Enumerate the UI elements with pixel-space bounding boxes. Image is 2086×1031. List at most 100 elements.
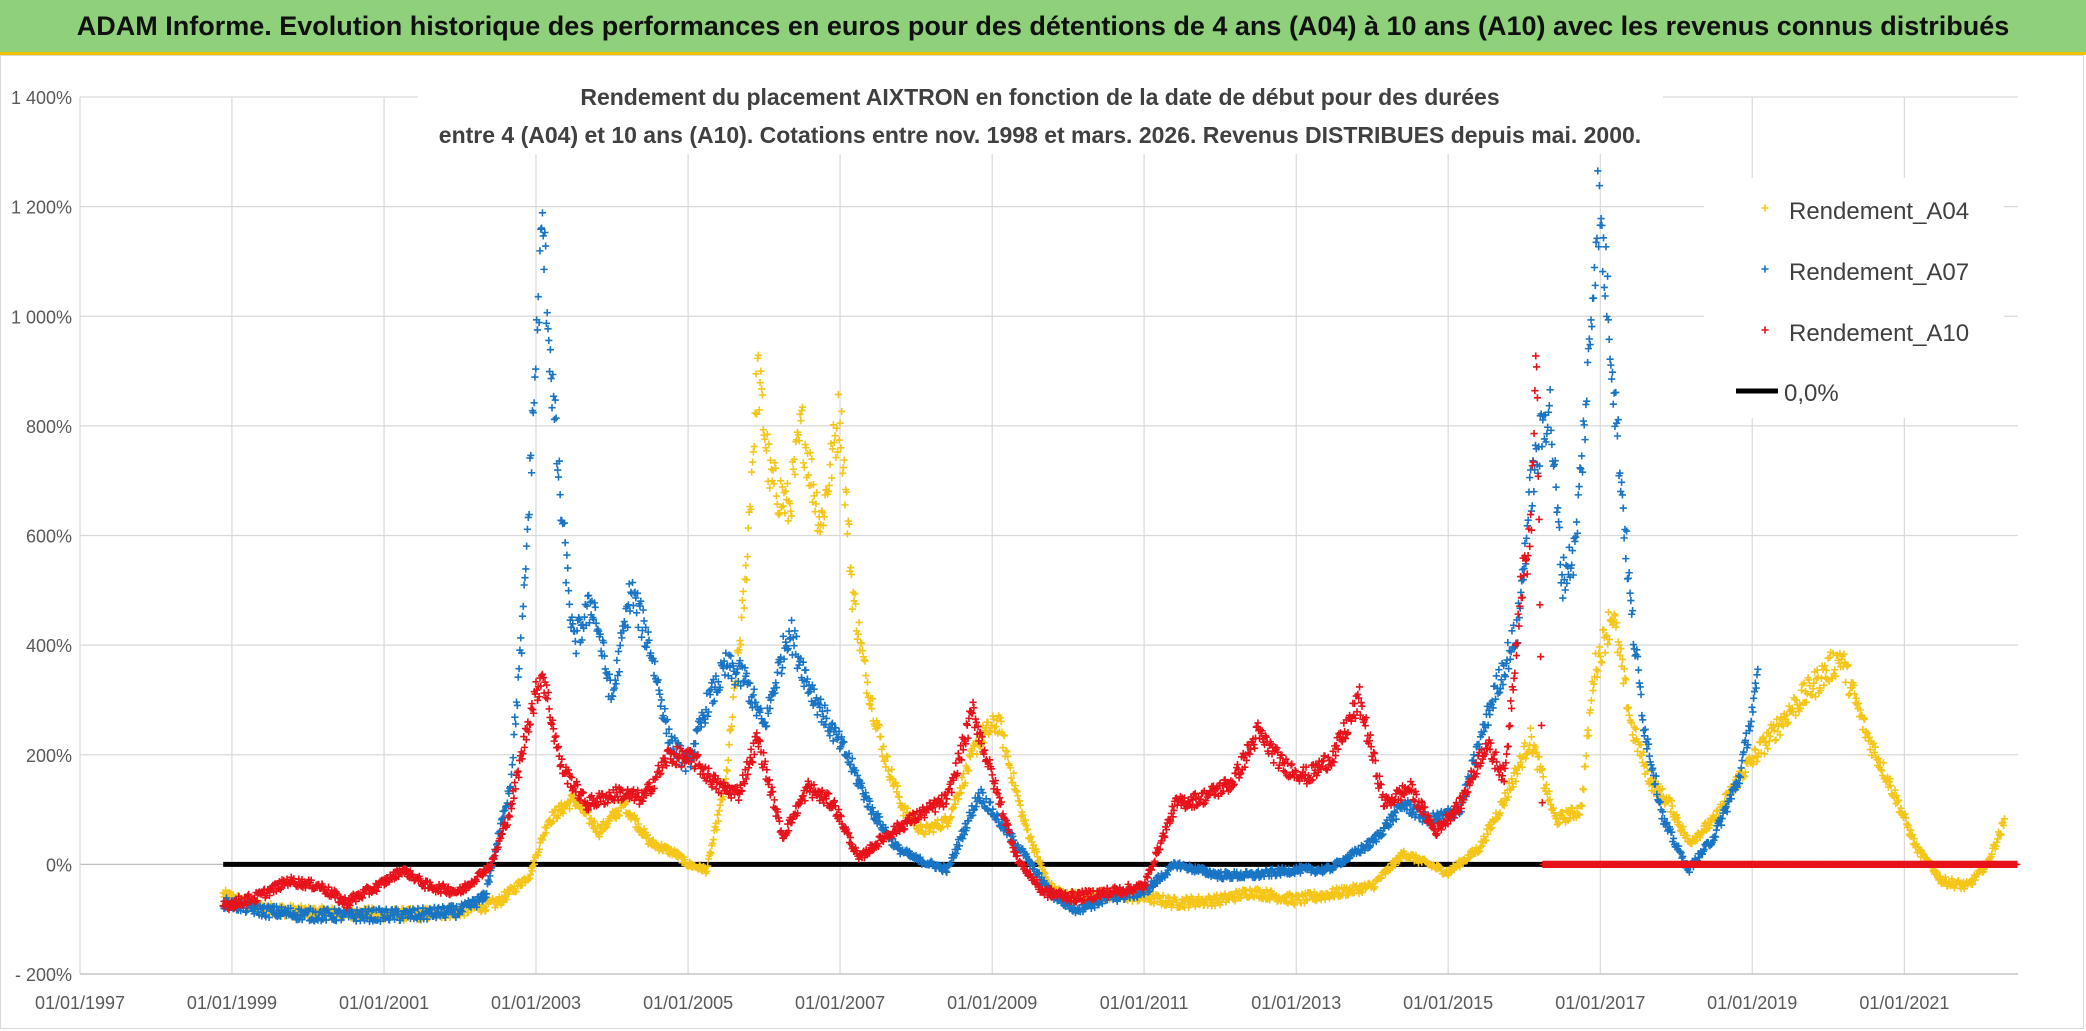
data-point: [1597, 214, 1605, 223]
data-point: [530, 860, 539, 868]
data-point: [833, 424, 841, 432]
data-point: [1574, 491, 1582, 499]
data-point: [543, 309, 551, 317]
data-point: [840, 456, 848, 464]
data-point: [783, 479, 791, 488]
data-point: [838, 407, 846, 416]
data-point: [801, 440, 809, 449]
data-point: [729, 693, 737, 701]
data-point: [1617, 487, 1625, 496]
data-point: [828, 445, 837, 453]
data-point: [868, 695, 877, 703]
data-point: [605, 817, 613, 825]
data-point: [724, 756, 732, 764]
data-point: [523, 542, 531, 550]
data-point: [1495, 666, 1503, 674]
data-point: [1004, 752, 1012, 761]
data-point: [847, 570, 856, 579]
data-point: [874, 720, 882, 728]
data-point: [322, 916, 330, 924]
data-point: [813, 711, 821, 719]
data-point: [1019, 811, 1027, 819]
data-point: [614, 807, 623, 815]
data-point: [1549, 462, 1558, 470]
data-point: [802, 666, 810, 674]
data-point: [1617, 645, 1625, 653]
data-point: [506, 813, 514, 821]
data-point: [1601, 649, 1609, 657]
data-point: [789, 465, 797, 473]
data-point: [565, 805, 574, 813]
data-point: [1628, 607, 1637, 615]
data-point: [1587, 316, 1595, 324]
data-point: [1266, 896, 1274, 904]
data-point: [752, 698, 760, 706]
data-point: [512, 887, 520, 895]
data-point: [984, 718, 992, 726]
data-point: [1595, 643, 1604, 651]
data-point: [1754, 665, 1762, 673]
data-point: [512, 720, 520, 728]
data-point: [715, 807, 723, 815]
data-point: [819, 521, 827, 530]
data-point: [1302, 895, 1310, 904]
data-point: [743, 553, 752, 561]
data-point: [748, 468, 756, 476]
data-point: [1310, 888, 1319, 896]
data-point: [1016, 801, 1024, 809]
data-point: [879, 742, 887, 751]
data-point: [1608, 368, 1617, 376]
y-tick-label: 600%: [26, 527, 72, 547]
data-point: [735, 796, 743, 804]
data-point: [1553, 508, 1561, 516]
data-point: [1626, 589, 1634, 597]
x-tick-label: 01/01/1997: [35, 993, 125, 1013]
data-point: [1621, 674, 1629, 682]
data-point: [633, 815, 641, 823]
data-point: [561, 539, 569, 547]
data-point: [1530, 741, 1538, 749]
data-point: [1010, 769, 1018, 777]
data-point: [754, 351, 763, 359]
data-point: [1582, 752, 1590, 760]
data-point: [988, 771, 996, 779]
data-point: [1529, 749, 1537, 757]
data-point: [663, 716, 671, 724]
data-point: [633, 609, 641, 617]
data-point: [757, 367, 765, 375]
data-point: [1746, 722, 1754, 730]
data-point: [818, 508, 827, 516]
data-point: [522, 565, 530, 573]
data-point: [547, 374, 555, 383]
data-point: [523, 525, 532, 533]
data-point: [556, 491, 564, 499]
data-point: [845, 520, 853, 528]
data-point: [572, 649, 580, 658]
data-point: [820, 513, 828, 521]
data-point: [784, 517, 792, 525]
data-point: [761, 435, 769, 443]
data-point: [1613, 432, 1621, 440]
data-point: [1559, 594, 1567, 602]
data-point: [802, 444, 810, 452]
data-point: [831, 432, 839, 440]
data-point: [893, 788, 901, 796]
data-point: [550, 415, 559, 424]
data-point: [553, 744, 562, 752]
y-tick-label: 800%: [26, 417, 72, 437]
data-point: [903, 804, 912, 812]
data-point: [1476, 847, 1484, 855]
data-point: [997, 717, 1005, 726]
data-point: [616, 641, 624, 650]
data-point: [529, 705, 537, 714]
data-point: [1580, 421, 1588, 429]
series-rendement-a10: [219, 352, 2021, 914]
data-point: [562, 579, 570, 587]
y-tick-label: 1 400%: [11, 88, 72, 108]
data-point: [777, 669, 786, 678]
data-point: [748, 458, 757, 466]
data-point: [1619, 504, 1627, 512]
data-point: [863, 678, 872, 686]
data-point: [827, 439, 835, 448]
